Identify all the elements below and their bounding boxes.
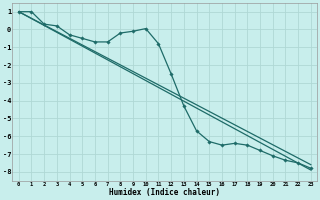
- X-axis label: Humidex (Indice chaleur): Humidex (Indice chaleur): [109, 188, 220, 197]
